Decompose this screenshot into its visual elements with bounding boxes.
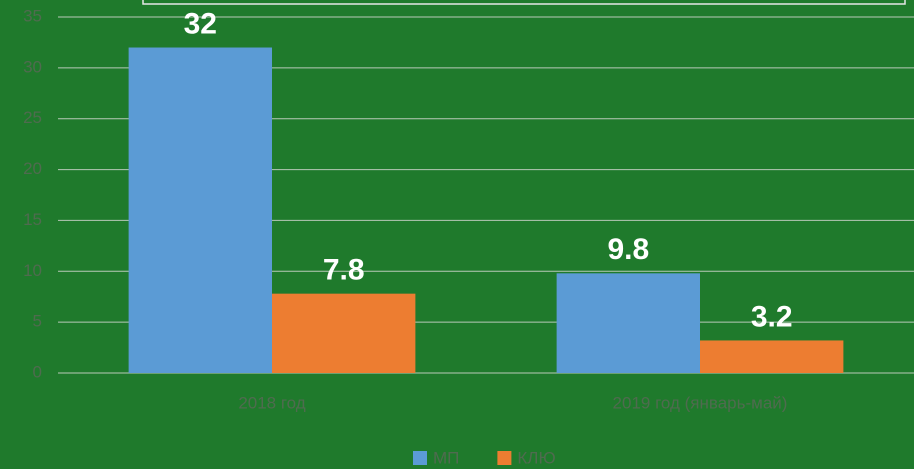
chart: 0 5 10 15 20 25 30 35 2018 год 32 7.8 2019 год (янв… bbox=[0, 0, 914, 469]
bar bbox=[700, 340, 843, 373]
y-tick-label: 20 bbox=[23, 159, 42, 178]
value-label: 9.8 bbox=[607, 233, 649, 266]
legend-label: МП bbox=[433, 448, 459, 467]
value-label: 7.8 bbox=[323, 254, 365, 287]
x-tick-label: 2018 год bbox=[238, 393, 305, 412]
y-tick-label: 15 bbox=[23, 210, 42, 229]
x-tick-label: 2019 год (январь-май) bbox=[613, 393, 788, 412]
legend-swatch bbox=[413, 451, 427, 465]
y-tick-label: 30 bbox=[23, 57, 42, 76]
y-tick-label: 0 bbox=[33, 362, 42, 381]
legend-swatch bbox=[497, 451, 511, 465]
y-tick-label: 35 bbox=[23, 6, 42, 25]
value-label: 3.2 bbox=[751, 300, 793, 333]
legend-label: КЛЮ bbox=[517, 448, 555, 467]
bar bbox=[129, 48, 272, 373]
bar bbox=[557, 273, 700, 373]
bar bbox=[272, 294, 415, 373]
y-tick-label: 5 bbox=[33, 312, 42, 331]
y-tick-label: 25 bbox=[23, 108, 42, 127]
value-label: 32 bbox=[184, 7, 217, 40]
y-tick-label: 10 bbox=[23, 261, 42, 280]
